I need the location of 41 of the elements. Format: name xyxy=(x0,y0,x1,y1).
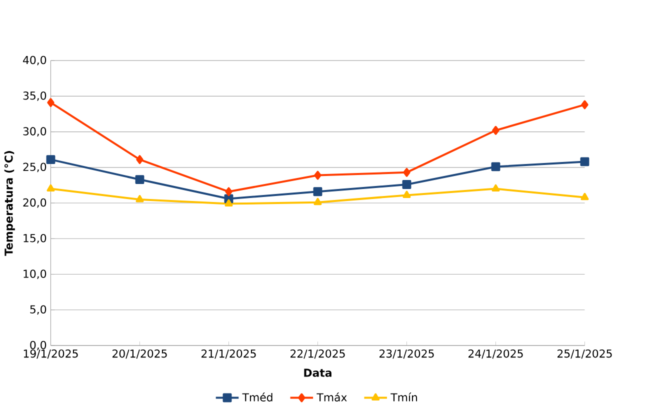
point xyxy=(581,100,588,110)
x-tick-label: 25/1/2025 xyxy=(557,349,612,359)
legend-label: Tméd xyxy=(242,392,272,402)
point xyxy=(314,198,322,206)
x-tick-label: 24/1/2025 xyxy=(468,349,523,359)
point xyxy=(491,162,500,172)
y-tick-label: 10,0 xyxy=(24,270,46,280)
point xyxy=(46,184,55,192)
y-tick-label: 5,0 xyxy=(30,305,46,315)
point xyxy=(47,98,54,108)
point xyxy=(580,157,590,166)
x-axis-title: Data xyxy=(304,368,332,377)
point xyxy=(224,199,233,207)
legend-label: Tmáx xyxy=(316,392,347,402)
point xyxy=(580,192,589,200)
y-tick-label: 40,0 xyxy=(23,56,46,66)
y-tick-label: 15,0 xyxy=(24,234,46,244)
point xyxy=(492,184,500,192)
point xyxy=(135,175,144,184)
y-axis-title: Temperatura (°C) xyxy=(4,151,15,256)
point xyxy=(402,190,411,198)
point xyxy=(314,170,322,180)
x-tick-label: 20/1/2025 xyxy=(112,349,167,359)
x-tick-label: 19/1/2025 xyxy=(24,349,78,359)
point xyxy=(136,195,144,202)
legend-label: Tmín xyxy=(390,392,418,402)
y-tick-label: 35,0 xyxy=(23,92,46,101)
point xyxy=(403,168,410,177)
y-tick-label: 0,0 xyxy=(30,340,46,350)
point xyxy=(313,187,322,196)
x-tick-label: 23/1/2025 xyxy=(380,349,434,359)
point xyxy=(492,126,500,135)
y-tick-label: 20,0 xyxy=(23,198,46,208)
y-tick-label: 25,0 xyxy=(23,162,46,172)
point xyxy=(225,187,232,196)
point xyxy=(46,155,56,164)
point xyxy=(136,155,144,164)
y-tick-label: 30,0 xyxy=(23,127,46,137)
point xyxy=(402,180,412,190)
x-tick-label: 22/1/2025 xyxy=(290,349,345,359)
x-tick-label: 21/1/2025 xyxy=(202,349,256,359)
